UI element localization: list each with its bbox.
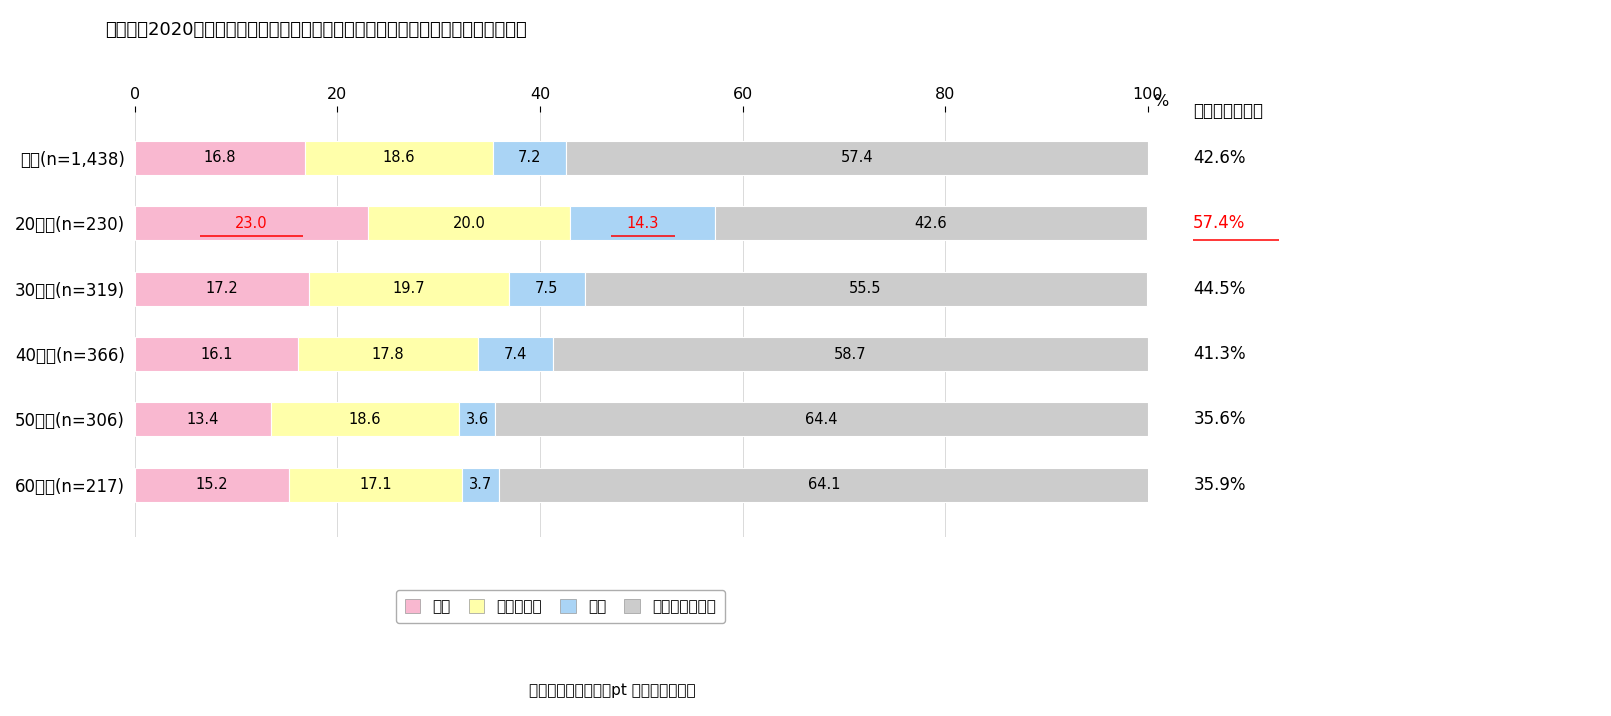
Text: 在宅勤務利用者: 在宅勤務利用者 <box>1194 102 1263 120</box>
Bar <box>459 402 496 437</box>
Bar <box>462 468 499 502</box>
Text: 23.0: 23.0 <box>235 216 267 231</box>
Text: 20.0: 20.0 <box>453 216 485 231</box>
Text: 35.6%: 35.6% <box>1194 410 1245 428</box>
Text: 42.6: 42.6 <box>915 216 947 231</box>
Text: 15.2: 15.2 <box>195 478 229 493</box>
Text: 41.3%: 41.3% <box>1194 345 1245 363</box>
Text: 58.7: 58.7 <box>834 347 867 362</box>
Text: 16.8: 16.8 <box>203 150 237 165</box>
Text: （注）　全体＋５％pt 以上は赤字下線: （注） 全体＋５％pt 以上は赤字下線 <box>528 683 696 698</box>
Bar <box>585 271 1147 306</box>
Bar <box>135 468 288 502</box>
Text: 44.5%: 44.5% <box>1194 280 1245 298</box>
Text: 64.4: 64.4 <box>806 412 838 427</box>
Text: 18.6: 18.6 <box>383 150 416 165</box>
Bar <box>288 468 462 502</box>
Bar <box>715 206 1147 241</box>
Bar <box>499 468 1149 502</box>
Text: 13.4: 13.4 <box>187 412 219 427</box>
Bar <box>309 271 509 306</box>
Legend: 増加, 変わらない, 減少, 利用していない: 増加, 変わらない, 減少, 利用していない <box>396 590 725 623</box>
Text: 17.2: 17.2 <box>206 281 238 296</box>
Text: 42.6%: 42.6% <box>1194 149 1245 167</box>
Text: 57.4: 57.4 <box>841 150 873 165</box>
Bar <box>567 141 1147 175</box>
Text: %: % <box>1153 95 1168 110</box>
Text: 57.4%: 57.4% <box>1194 214 1245 232</box>
Text: 64.1: 64.1 <box>807 478 841 493</box>
Text: 55.5: 55.5 <box>849 281 881 296</box>
Bar <box>298 337 478 371</box>
Bar <box>135 337 298 371</box>
Bar <box>570 206 715 241</box>
Text: 14.3: 14.3 <box>627 216 659 231</box>
Bar <box>493 141 567 175</box>
Bar <box>271 402 459 437</box>
Text: 17.8: 17.8 <box>372 347 404 362</box>
Text: 18.6: 18.6 <box>348 412 380 427</box>
Bar <box>496 402 1147 437</box>
Bar <box>367 206 570 241</box>
Bar <box>509 271 585 306</box>
Bar <box>135 206 367 241</box>
Text: 3.6: 3.6 <box>466 412 488 427</box>
Bar <box>553 337 1147 371</box>
Text: 7.5: 7.5 <box>535 281 559 296</box>
Bar <box>478 337 553 371</box>
Text: 7.2: 7.2 <box>519 150 541 165</box>
Text: 19.7: 19.7 <box>393 281 425 296</box>
Bar <box>135 402 271 437</box>
Text: 図表３　2020年１月頃と比べた９月末の就業者の在宅勤務などのテレワークの増減: 図表３ 2020年１月頃と比べた９月末の就業者の在宅勤務などのテレワークの増減 <box>105 21 527 39</box>
Bar <box>304 141 493 175</box>
Text: 17.1: 17.1 <box>359 478 391 493</box>
Text: 35.9%: 35.9% <box>1194 476 1245 494</box>
Bar <box>135 271 309 306</box>
Text: 7.4: 7.4 <box>504 347 527 362</box>
Text: 16.1: 16.1 <box>200 347 232 362</box>
Text: 3.7: 3.7 <box>469 478 493 493</box>
Bar <box>135 141 304 175</box>
